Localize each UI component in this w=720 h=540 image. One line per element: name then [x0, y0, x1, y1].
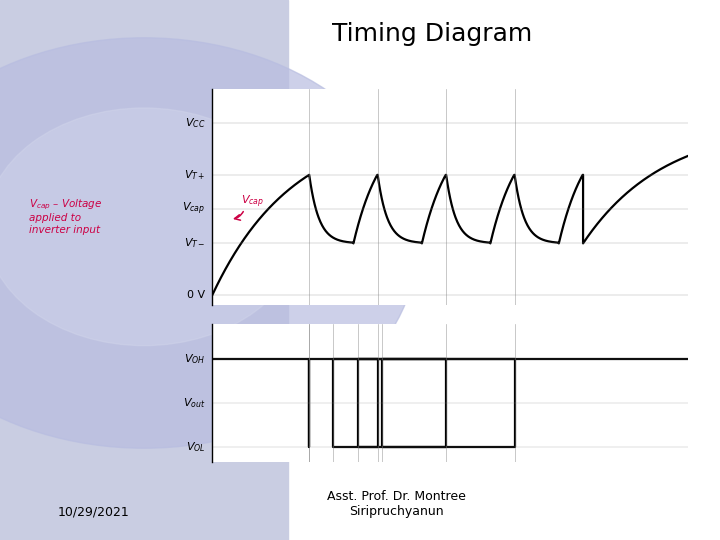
Text: $V_{out}$: $V_{out}$	[183, 396, 205, 410]
Text: $V_{T-}$: $V_{T-}$	[184, 237, 205, 250]
Bar	[0, 0, 288, 540]
Text: $V_{cap}$ – Voltage
applied to
inverter input: $V_{cap}$ – Voltage applied to inverter …	[29, 197, 102, 235]
Circle shape	[0, 108, 302, 346]
Circle shape	[0, 38, 418, 448]
Text: $V_{cap}$: $V_{cap}$	[182, 201, 205, 217]
Text: $V_{OL}$: $V_{OL}$	[186, 440, 205, 454]
Text: Asst. Prof. Dr. Montree
Siripruchyanun: Asst. Prof. Dr. Montree Siripruchyanun	[327, 490, 465, 518]
Text: $V_{CC}$: $V_{CC}$	[185, 117, 205, 130]
Text: Timing Diagram: Timing Diagram	[332, 22, 532, 45]
Text: 0 V: 0 V	[187, 290, 205, 300]
Text: $V_{T+}$: $V_{T+}$	[184, 168, 205, 182]
Text: 10/29/2021: 10/29/2021	[58, 505, 130, 518]
Text: $V_{cap}$: $V_{cap}$	[240, 193, 264, 210]
Text: $V_{OH}$: $V_{OH}$	[184, 352, 205, 366]
